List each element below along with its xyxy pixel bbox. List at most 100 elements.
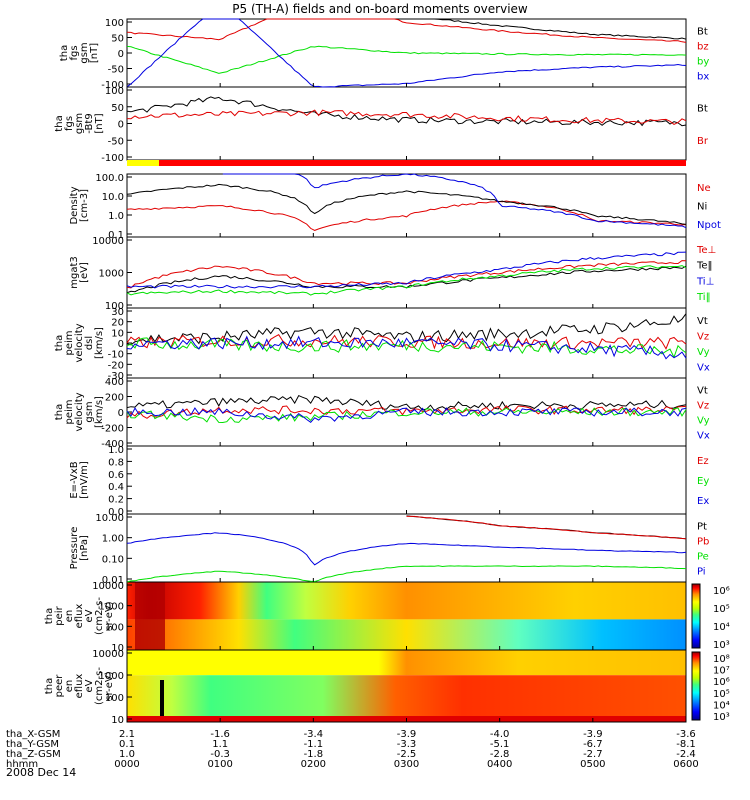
y-axis-label-line: tha xyxy=(54,115,65,131)
x-axis-value: -4.0 xyxy=(490,729,510,740)
y-tick-label: -200 xyxy=(101,424,124,435)
colorbar-tick-label: 10⁴ xyxy=(713,700,730,711)
x-axis-value: 0100 xyxy=(207,759,232,770)
y-tick-label: 0.4 xyxy=(108,482,124,493)
y-axis-label-line: peim xyxy=(64,399,75,424)
y-tick-label: 100 xyxy=(105,86,124,97)
legend-entry: Pe xyxy=(697,552,709,563)
colorbar-tick-label: 10³ xyxy=(713,712,730,723)
y-axis-label-line: peir xyxy=(54,605,65,625)
panel-3: 100.0 10.0 1.0 0.1 Density[cm-3] Ne Ni Npot xyxy=(69,173,721,241)
x-axis-value: -3.9 xyxy=(397,729,417,740)
y-axis-label-line: eflux xyxy=(74,674,85,699)
y-axis-label: Density[cm-3] xyxy=(69,186,90,224)
colorbar-tick-label: 10⁵ xyxy=(713,689,730,700)
panel-frame xyxy=(126,236,687,309)
legend-entry: by xyxy=(697,57,709,68)
x-axis-value: -3.9 xyxy=(583,729,603,740)
y-tick-label: 10.00 xyxy=(95,513,124,524)
panel-7: 1.00.8 0.60.4 0.20.0 E=-VxB[mV/m] Ez Ey Ex xyxy=(69,445,709,518)
legend-entry: Te⊥ xyxy=(696,245,716,256)
y-axis-label-line: E=-VxB xyxy=(69,461,80,498)
legend-entry: Pi xyxy=(697,567,706,578)
legend-entry: Ti‖ xyxy=(696,292,711,303)
x-axis-value: -2.7 xyxy=(583,749,603,760)
series-line-Vy xyxy=(126,337,687,359)
y-axis-label: Pressure[nPa] xyxy=(69,527,90,570)
y-axis-label-line: gsm xyxy=(79,42,90,63)
y-tick-label: 100 xyxy=(105,622,124,633)
series-line-Bt xyxy=(127,18,687,40)
y-axis-label-line: en xyxy=(64,680,75,693)
legend-entry: Vt xyxy=(697,316,708,327)
legend-entry: Bt xyxy=(697,103,708,114)
y-tick-label: 10 xyxy=(111,328,124,339)
series-group-6 xyxy=(126,394,687,424)
y-tick-label: 0 xyxy=(118,49,124,60)
x-axis-row-label: tha_X-GSM xyxy=(6,729,60,740)
panel-9: 10000 1000 100 10 thapeirenefluxeV(cm2-s-sr-… xyxy=(44,581,730,654)
y-tick-label: 0.6 xyxy=(108,470,124,481)
y-tick-label: 0.01 xyxy=(102,575,124,586)
x-axis-value: -2.4 xyxy=(676,749,696,760)
y-tick-label: 10 xyxy=(111,643,124,654)
y-axis-label-line: eV xyxy=(84,679,95,692)
y-tick-label: 200 xyxy=(105,393,124,404)
x-axis-value: -2.5 xyxy=(397,749,417,760)
series-line-Vt xyxy=(126,313,687,346)
y-tick-label: 0 xyxy=(118,120,124,131)
y-axis-label-line: [km/s] xyxy=(94,396,105,428)
colorbar xyxy=(691,651,701,721)
series-group-3 xyxy=(126,173,687,231)
y-tick-label: -50 xyxy=(108,65,124,76)
series-line-bz xyxy=(126,18,687,43)
x-axis-value: -5.1 xyxy=(490,739,510,750)
y-tick-label: 100 xyxy=(105,18,124,29)
series-group-4 xyxy=(126,251,687,296)
panel-2: 100 50 0 -50 -100 thafgsgsm-Bt9[nT] Bt Br xyxy=(54,86,709,164)
legend-entry: Npot xyxy=(697,220,721,231)
spectrogram-ele-gap xyxy=(160,680,164,722)
y-axis-label: thapeirenefluxeV(cm2-s-sr-eV) xyxy=(44,597,115,635)
date-label: 2008 Dec 14 xyxy=(6,766,76,779)
mode-bar xyxy=(127,160,686,166)
y-tick-label: 0.1 xyxy=(108,230,124,241)
x-axis-value: -3.3 xyxy=(397,739,417,750)
y-axis-label-line: [cm-3] xyxy=(79,189,90,222)
colorbar-tick-label: 10³ xyxy=(713,640,730,651)
x-axis-value: -1.1 xyxy=(304,739,324,750)
y-tick-label: -10 xyxy=(108,350,124,361)
x-axis-value: 1.0 xyxy=(119,749,135,760)
y-axis-label-line: peer xyxy=(54,674,65,698)
colorbar-tick-label: 10⁶ xyxy=(713,586,730,597)
y-axis-label-line: [eV] xyxy=(79,262,90,283)
y-axis-label-line: fgs xyxy=(69,45,80,60)
y-axis-label-line: [km/s] xyxy=(94,327,105,359)
colorbar-tick-label: 10⁷ xyxy=(713,666,730,677)
colorbar-tick-label: 10⁵ xyxy=(713,604,730,615)
y-tick-label: 10000 xyxy=(92,236,124,247)
y-tick-label: 100.0 xyxy=(95,173,124,184)
series-line-Vx xyxy=(126,407,687,423)
y-tick-label: 0 xyxy=(118,339,124,350)
y-axis-label-line: eV xyxy=(84,609,95,622)
y-tick-label: 30 xyxy=(111,307,124,318)
y-tick-label: 1000 xyxy=(99,602,124,613)
x-axis-value: -1.6 xyxy=(210,729,230,740)
y-axis-label: mgat3[eV] xyxy=(69,256,90,289)
y-tick-label: 0 xyxy=(118,408,124,419)
series-line-Te‖ xyxy=(126,265,687,294)
y-axis-label-line: [mV/m] xyxy=(79,461,90,499)
x-axis-value: 0200 xyxy=(301,759,326,770)
y-axis-label-line: dsl xyxy=(84,336,95,350)
series-line-Vy xyxy=(126,407,687,424)
y-tick-label: 1.0 xyxy=(108,445,124,456)
y-tick-label: 0.8 xyxy=(108,457,124,468)
mode-bar-slow xyxy=(127,160,159,166)
y-tick-label: 10 xyxy=(111,715,124,726)
legend-entry: Ey xyxy=(697,476,709,487)
y-axis-label: thafgsgsm-Bt9[nT] xyxy=(54,113,105,134)
y-tick-label: 0.0 xyxy=(108,507,124,518)
y-tick-label: 10.0 xyxy=(102,192,124,203)
y-axis-label-line: [nPa] xyxy=(79,535,90,561)
